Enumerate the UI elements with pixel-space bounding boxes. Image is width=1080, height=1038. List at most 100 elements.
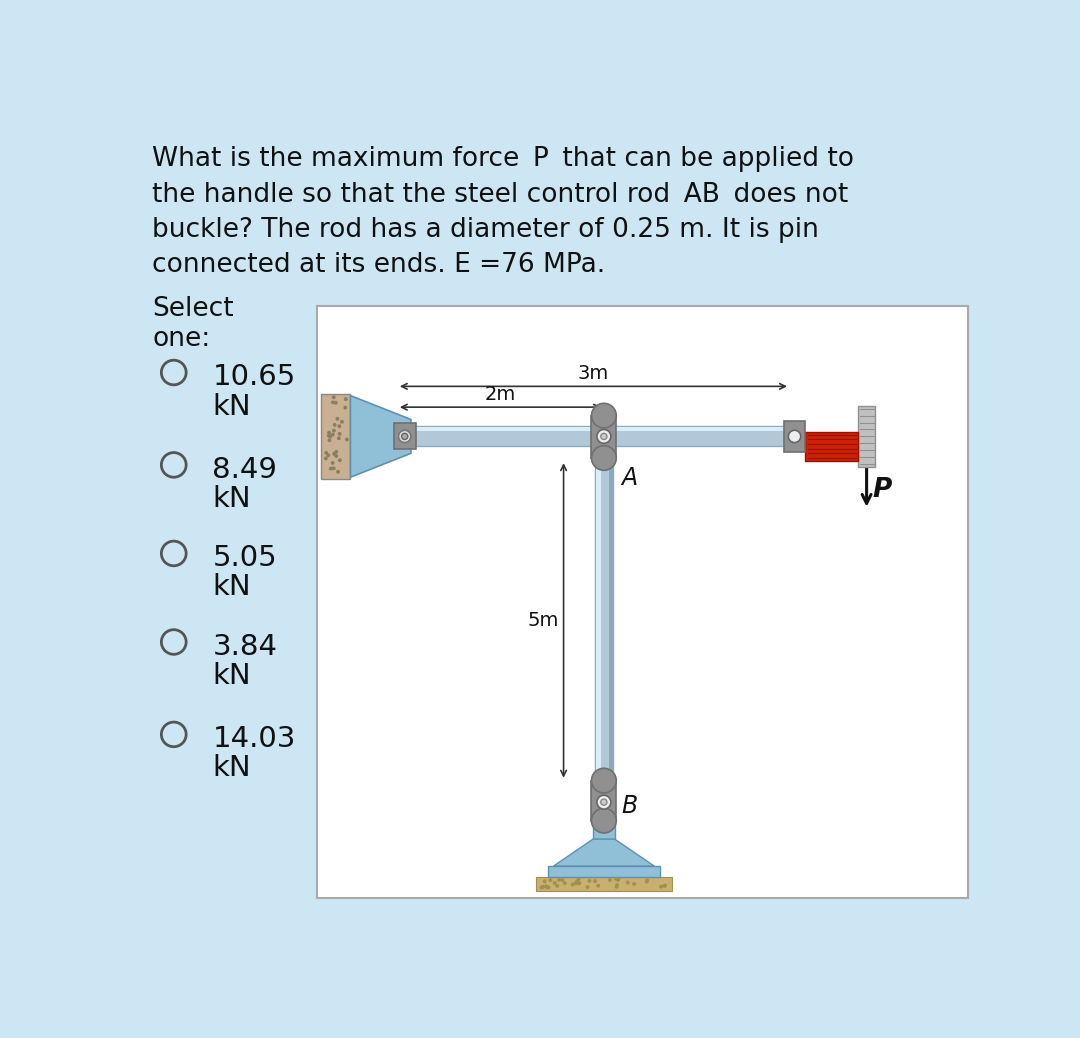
- Text: kN: kN: [213, 392, 252, 420]
- Circle shape: [577, 881, 580, 885]
- Circle shape: [561, 878, 565, 882]
- Circle shape: [338, 432, 341, 436]
- Text: 10.65: 10.65: [213, 363, 296, 391]
- Circle shape: [327, 438, 332, 442]
- Circle shape: [343, 398, 348, 401]
- Circle shape: [324, 450, 328, 455]
- Bar: [609, 460, 613, 781]
- Bar: [321, 394, 350, 479]
- Circle shape: [327, 434, 330, 438]
- Bar: [548, 866, 660, 877]
- Circle shape: [332, 466, 336, 470]
- Circle shape: [402, 433, 408, 439]
- Circle shape: [328, 435, 333, 438]
- Circle shape: [608, 878, 612, 882]
- Circle shape: [336, 417, 339, 420]
- Bar: [596, 460, 600, 781]
- Circle shape: [335, 449, 338, 454]
- Circle shape: [545, 885, 550, 890]
- Circle shape: [333, 452, 336, 456]
- Circle shape: [616, 878, 620, 882]
- Circle shape: [332, 429, 336, 433]
- Bar: [318, 305, 968, 899]
- Polygon shape: [554, 839, 654, 866]
- Circle shape: [663, 883, 667, 887]
- Circle shape: [588, 879, 592, 883]
- Bar: [592, 415, 617, 458]
- Text: 3.84: 3.84: [213, 633, 278, 661]
- Text: A: A: [621, 466, 637, 490]
- Text: 5m: 5m: [527, 611, 559, 630]
- Circle shape: [578, 881, 581, 885]
- Circle shape: [600, 799, 607, 805]
- Circle shape: [616, 883, 619, 886]
- Circle shape: [662, 884, 666, 887]
- Text: connected at its ends. E =76 MPa.: connected at its ends. E =76 MPa.: [152, 252, 605, 278]
- Bar: [595, 460, 613, 781]
- Text: 5.05: 5.05: [213, 544, 278, 572]
- Text: buckle? The rod has a diameter of 0.25 m. It is pin: buckle? The rod has a diameter of 0.25 m…: [152, 217, 819, 243]
- Bar: [859, 406, 875, 467]
- Circle shape: [597, 430, 611, 443]
- Circle shape: [543, 879, 546, 883]
- Text: B: B: [621, 794, 637, 818]
- Circle shape: [597, 795, 611, 809]
- Circle shape: [575, 880, 579, 883]
- Circle shape: [324, 457, 328, 460]
- Circle shape: [659, 884, 663, 889]
- Bar: [536, 877, 672, 891]
- Circle shape: [333, 452, 337, 456]
- Circle shape: [553, 881, 556, 884]
- Circle shape: [563, 881, 567, 885]
- Text: P: P: [873, 477, 892, 503]
- Text: kN: kN: [213, 662, 252, 690]
- Circle shape: [626, 880, 630, 884]
- Circle shape: [573, 881, 578, 885]
- Circle shape: [333, 422, 337, 427]
- Circle shape: [541, 884, 545, 889]
- Circle shape: [592, 768, 617, 793]
- Circle shape: [546, 885, 551, 890]
- Text: kN: kN: [213, 573, 252, 601]
- Text: 2m: 2m: [485, 385, 516, 404]
- Circle shape: [330, 461, 335, 465]
- Text: kN: kN: [213, 485, 252, 513]
- Text: Select: Select: [152, 296, 233, 322]
- Circle shape: [615, 885, 619, 889]
- Circle shape: [555, 884, 559, 887]
- Circle shape: [592, 809, 617, 832]
- Circle shape: [330, 433, 335, 437]
- Circle shape: [337, 425, 341, 428]
- Circle shape: [335, 455, 338, 458]
- Circle shape: [577, 877, 580, 881]
- Circle shape: [345, 437, 349, 441]
- Circle shape: [632, 882, 636, 885]
- Bar: [394, 424, 416, 449]
- Bar: [414, 428, 794, 431]
- Bar: [414, 427, 794, 446]
- Bar: [806, 432, 859, 461]
- Circle shape: [617, 878, 620, 881]
- Circle shape: [645, 880, 649, 883]
- Circle shape: [570, 882, 575, 886]
- Circle shape: [645, 878, 649, 882]
- Circle shape: [326, 454, 330, 458]
- Circle shape: [334, 401, 338, 405]
- Circle shape: [600, 433, 607, 439]
- Circle shape: [332, 395, 336, 400]
- Circle shape: [343, 406, 347, 410]
- Circle shape: [557, 878, 561, 881]
- Circle shape: [585, 885, 590, 890]
- Circle shape: [540, 885, 543, 890]
- Polygon shape: [350, 395, 410, 477]
- Bar: [784, 421, 806, 452]
- Circle shape: [338, 459, 342, 462]
- Text: one:: one:: [152, 326, 211, 352]
- Circle shape: [330, 401, 335, 404]
- Text: the handle so that the steel control rod  AB  does not: the handle so that the steel control rod…: [152, 182, 848, 208]
- Circle shape: [329, 467, 333, 470]
- Circle shape: [788, 430, 800, 442]
- Circle shape: [593, 879, 597, 883]
- Circle shape: [592, 445, 617, 470]
- Bar: [592, 781, 617, 821]
